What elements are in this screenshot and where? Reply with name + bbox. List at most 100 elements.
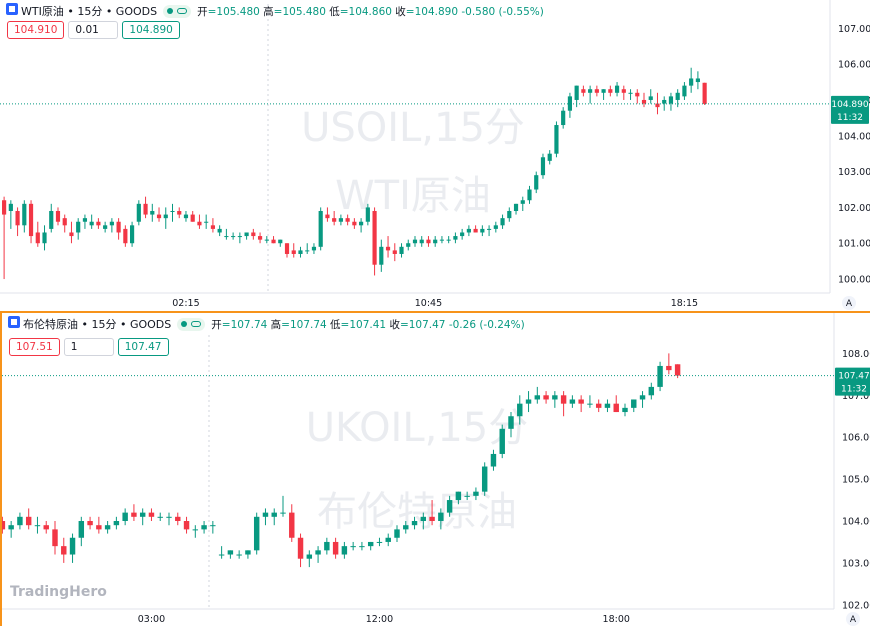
- candle-body: [210, 225, 216, 229]
- candle-body: [419, 239, 424, 244]
- candle-body: [156, 214, 162, 219]
- candle-body: [682, 85, 687, 97]
- candle-body: [253, 516, 260, 551]
- candle-body: [668, 96, 674, 104]
- candle: [473, 225, 478, 233]
- wti-change-value: -0.580 (-0.55%): [461, 5, 544, 18]
- candle: [359, 541, 365, 551]
- market-status-badge[interactable]: [163, 4, 192, 18]
- candle: [350, 541, 356, 551]
- candle: [306, 550, 313, 568]
- candle-body: [43, 525, 49, 530]
- sell-button[interactable]: 104.910: [7, 21, 65, 39]
- market-open-dot-icon: [167, 8, 174, 14]
- wti-high-value: =105.480: [273, 5, 326, 18]
- visibility-toggle-icon: [191, 321, 202, 327]
- candle-body: [87, 521, 93, 526]
- y-tick-label: 107.00: [842, 391, 870, 402]
- candle-body: [166, 516, 172, 518]
- buy-button[interactable]: 104.890: [122, 21, 180, 39]
- x-tick-label: 10:45: [415, 298, 442, 309]
- brent-chart-panel[interactable]: UKOIL,15分布伦特原油108.00107.00106.00105.0010…: [0, 313, 870, 626]
- candle: [481, 462, 488, 496]
- candle: [332, 537, 339, 559]
- candle: [271, 508, 277, 526]
- y-tick-label: 100.000: [838, 275, 870, 286]
- quantity-input[interactable]: 0.01: [68, 21, 119, 39]
- candle-body: [61, 546, 67, 555]
- candle-body: [433, 239, 438, 244]
- candle: [613, 395, 619, 413]
- candle-body: [534, 175, 539, 190]
- candle-body: [695, 78, 700, 83]
- brent-close-value: =107.47: [399, 318, 446, 331]
- candle-body: [648, 386, 655, 396]
- candle: [372, 207, 377, 276]
- watermark-name: 布伦特原油: [317, 489, 517, 535]
- candle: [554, 121, 559, 158]
- candle: [460, 228, 465, 240]
- wti-chart-canvas[interactable]: USOIL,15分WTI原油107.000106.000105.000104.0…: [0, 0, 870, 311]
- candle: [163, 207, 168, 229]
- last-price-value: 107.47: [838, 372, 870, 382]
- brand-watermark: TradingHero: [10, 584, 107, 600]
- candle-body: [372, 210, 377, 265]
- candle: [139, 508, 146, 526]
- candle: [325, 207, 330, 222]
- candle: [237, 232, 242, 244]
- candle: [438, 508, 444, 530]
- candle-body: [332, 218, 337, 222]
- candle-body: [136, 203, 141, 222]
- candle: [224, 228, 229, 240]
- market-status-badge[interactable]: [177, 317, 206, 331]
- candle: [345, 214, 350, 226]
- candle: [318, 207, 323, 251]
- candle-body: [244, 232, 249, 237]
- candle-body: [657, 365, 663, 387]
- panel-divider[interactable]: [0, 311, 870, 313]
- candle-body: [109, 221, 114, 226]
- last-price-tag: [835, 367, 870, 396]
- candle: [486, 225, 492, 237]
- candle-body: [251, 232, 256, 237]
- quantity-input[interactable]: 1: [63, 338, 114, 356]
- candle: [517, 395, 523, 425]
- sell-button[interactable]: 107.51: [9, 338, 60, 356]
- candle: [61, 537, 67, 563]
- candle: [113, 516, 120, 530]
- auto-scale-label[interactable]: A: [846, 299, 853, 309]
- candle: [525, 391, 532, 413]
- candle: [507, 207, 512, 222]
- candle-body: [257, 236, 263, 240]
- buy-button[interactable]: 107.47: [117, 338, 169, 356]
- candle-body: [622, 407, 628, 413]
- x-tick-label: 12:00: [366, 614, 393, 625]
- candle: [453, 232, 458, 244]
- candle: [143, 196, 148, 219]
- candle-body: [460, 232, 465, 237]
- auto-scale-label[interactable]: A: [850, 615, 857, 625]
- candle-body: [540, 157, 546, 176]
- candle-body: [204, 221, 209, 223]
- candle-body: [163, 214, 168, 219]
- wti-symbol-label[interactable]: WTI原油 • 15分 • GOODS: [21, 5, 158, 18]
- wti-legend: WTI原油 • 15分 • GOODS 开=105.480 高=105.480 …: [6, 3, 544, 19]
- brent-legend: 布伦特原油 • 15分 • GOODS 开=107.74 高=107.74 低=…: [8, 316, 525, 332]
- candle: [311, 243, 317, 254]
- candle-body: [406, 243, 411, 247]
- candle: [17, 512, 23, 530]
- candle: [560, 391, 567, 417]
- brent-symbol-label[interactable]: 布伦特原油 • 15分 • GOODS: [23, 318, 172, 331]
- candle: [204, 214, 209, 229]
- candle: [109, 218, 114, 233]
- candle-body: [177, 210, 182, 215]
- candle: [662, 96, 667, 111]
- candle: [227, 550, 234, 559]
- brent-chart-canvas[interactable]: UKOIL,15分布伦特原油108.00107.00106.00105.0010…: [2, 313, 870, 626]
- wti-chart-panel[interactable]: USOIL,15分WTI原油107.000106.000105.000104.0…: [0, 0, 870, 311]
- candle: [648, 89, 653, 104]
- candle-body: [217, 228, 222, 233]
- candle-body: [28, 203, 34, 237]
- candle: [622, 403, 628, 417]
- candle: [103, 221, 108, 233]
